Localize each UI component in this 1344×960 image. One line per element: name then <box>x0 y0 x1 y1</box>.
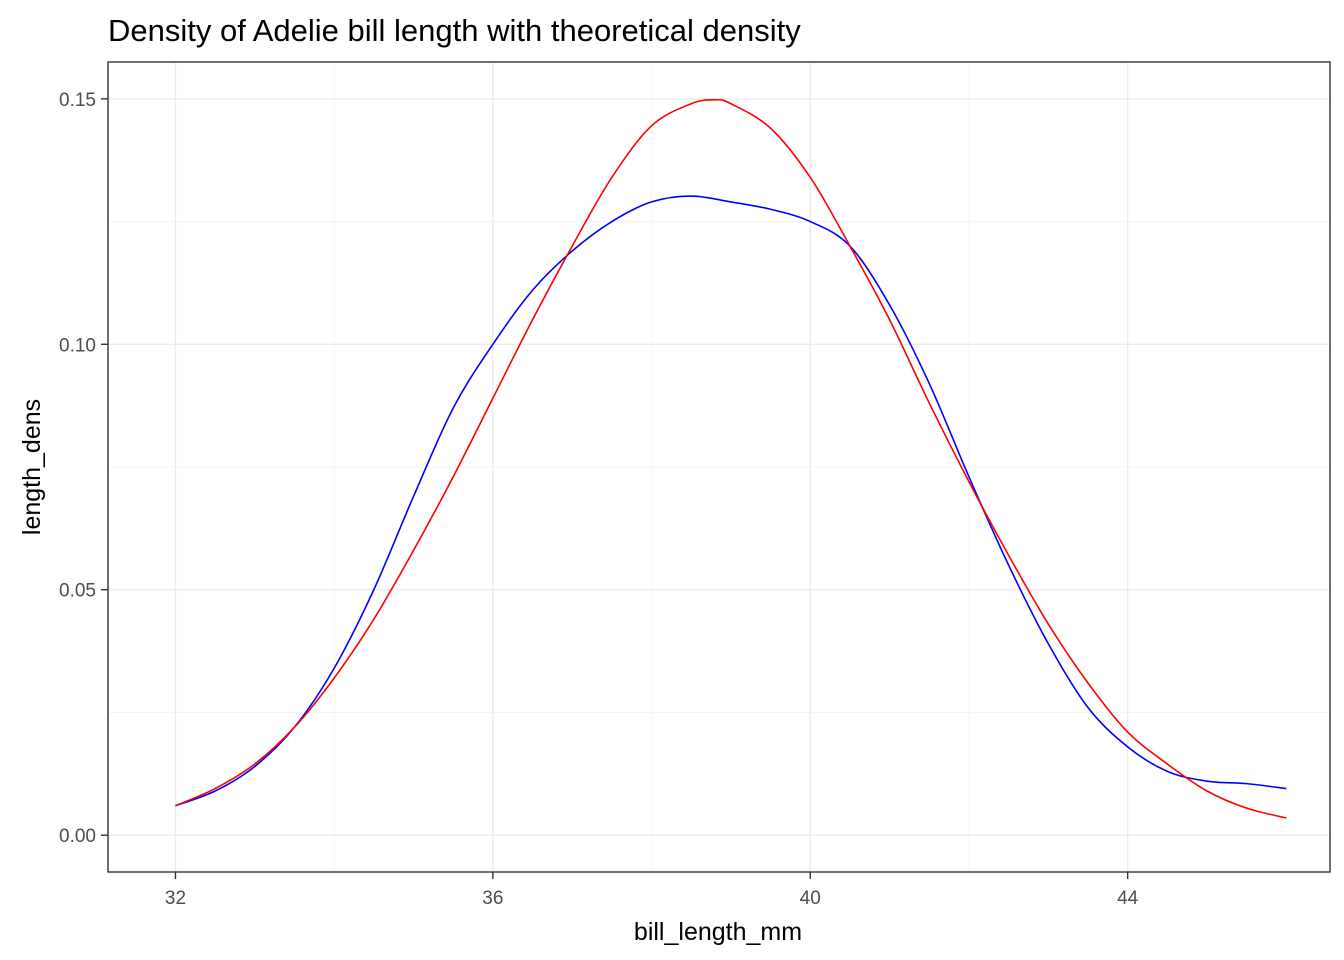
chart-title: Density of Adelie bill length with theor… <box>108 13 801 48</box>
y-tick-label: 0.00 <box>59 826 96 847</box>
x-axis-title: bill_length_mm <box>634 918 802 946</box>
x-tick-label: 36 <box>482 888 503 909</box>
y-tick-label: 0.10 <box>59 335 96 356</box>
y-tick-label: 0.05 <box>59 581 96 602</box>
y-axis-title: length_dens <box>18 399 46 535</box>
x-tick-label: 40 <box>800 888 821 909</box>
plot-panel-border <box>107 61 1331 873</box>
x-tick-label: 44 <box>1117 888 1139 909</box>
axis-ticks: 32 36 40 44 0.00 0.05 0.10 0.15 <box>59 90 1139 909</box>
x-tick-label: 32 <box>165 888 186 909</box>
y-tick-label: 0.15 <box>59 90 96 111</box>
theoretical-density-line <box>175 98 1287 819</box>
density-lines <box>175 98 1287 819</box>
empirical-density-line <box>175 195 1287 807</box>
grid-lines <box>108 62 1330 872</box>
